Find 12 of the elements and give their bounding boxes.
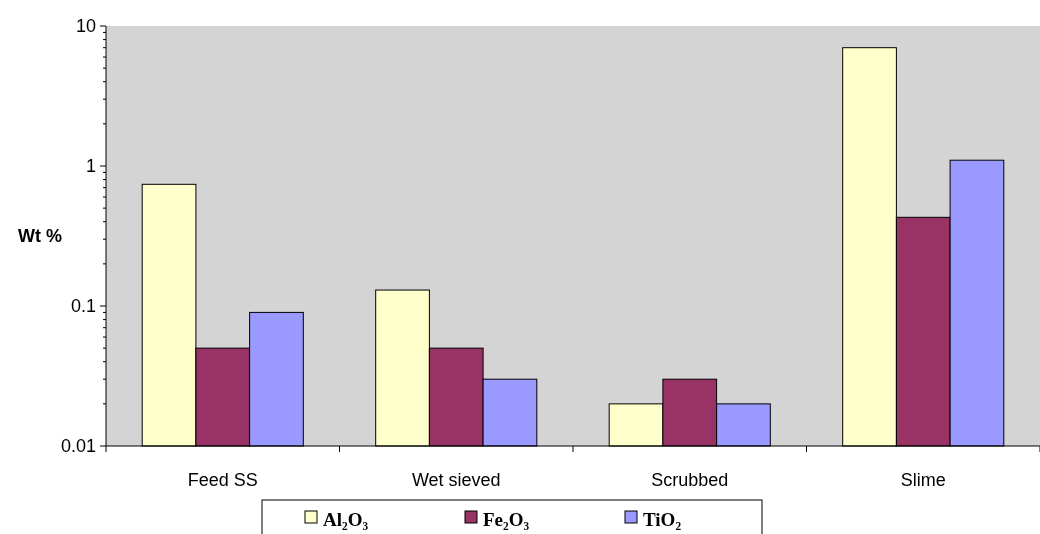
legend-label: TiO₂: [643, 509, 682, 530]
x-tick-label: Scrubbed: [651, 470, 729, 490]
y-tick-label: 0.1: [70, 296, 96, 317]
y-axis-title: Wt %: [18, 226, 62, 246]
legend-label: Fe₂O₃: [483, 509, 530, 530]
y-tick-label: 0.01: [60, 436, 96, 457]
y-tick-label: 1: [85, 156, 96, 177]
x-tick-label: Slime: [900, 470, 946, 490]
legend-label: Al₂O₃: [323, 509, 369, 530]
x-tick-label: Wet sieved: [411, 470, 501, 490]
y-tick-label: 10: [75, 16, 96, 37]
x-tick-label: Feed SS: [187, 470, 258, 490]
